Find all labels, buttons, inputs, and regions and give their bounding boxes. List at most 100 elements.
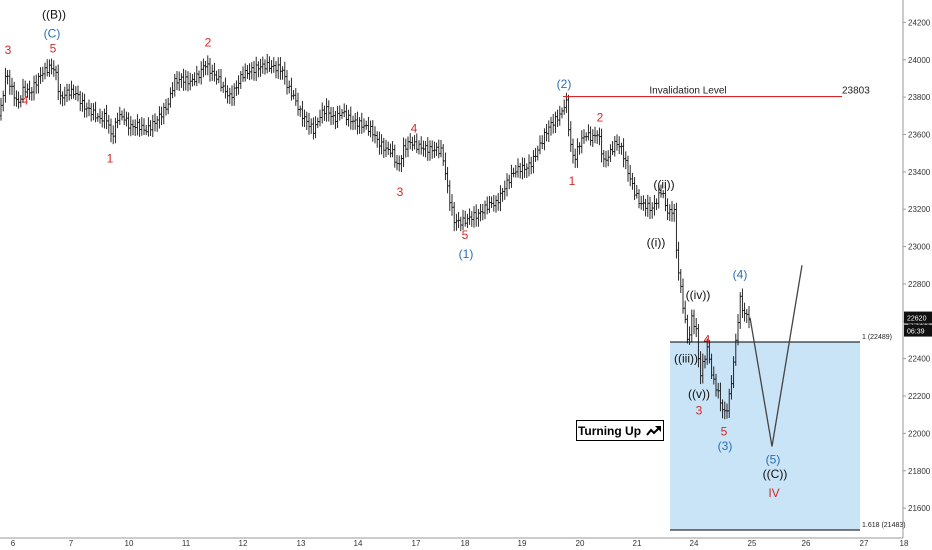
price-bar xyxy=(420,136,423,155)
x-tick-label: 21 xyxy=(633,539,642,548)
price-bar xyxy=(103,108,106,129)
price-bar xyxy=(197,70,201,84)
price-bar xyxy=(156,116,159,132)
arrow-up-right-icon xyxy=(646,425,662,436)
price-bar xyxy=(648,196,652,220)
price-bar xyxy=(433,141,436,158)
wave-label: 3 xyxy=(696,404,703,418)
price-bar xyxy=(4,67,7,103)
price-bar xyxy=(270,60,273,74)
price-bar xyxy=(272,57,275,73)
price-bar xyxy=(437,139,440,159)
price-bar xyxy=(565,92,568,113)
price-bar xyxy=(98,108,102,124)
price-bar xyxy=(494,195,498,213)
price-bar xyxy=(200,61,203,85)
price-bar xyxy=(497,193,500,211)
price-bar xyxy=(290,77,293,101)
price-bar xyxy=(371,120,374,142)
price-bar xyxy=(479,203,482,222)
price-bar xyxy=(151,114,154,138)
price-bar xyxy=(446,166,449,194)
price-bar xyxy=(747,305,751,329)
x-tick-label: 20 xyxy=(576,539,585,548)
price-bar xyxy=(653,194,656,216)
price-bar xyxy=(116,112,119,129)
price-bar xyxy=(149,120,152,137)
price-bar xyxy=(292,90,295,100)
price-bar xyxy=(57,64,60,101)
x-tick-label: 10 xyxy=(125,539,134,548)
price-bar xyxy=(510,164,513,188)
price-bar xyxy=(697,324,700,368)
price-bar xyxy=(46,59,49,77)
price-bar xyxy=(217,68,220,84)
y-tick-label: 23600 xyxy=(908,131,931,140)
price-bar xyxy=(303,109,306,128)
price-bar xyxy=(101,111,104,128)
time-tag-bg xyxy=(904,324,932,337)
price-bar xyxy=(268,56,271,73)
x-tick-label: 17 xyxy=(412,539,421,548)
price-bar xyxy=(356,111,359,135)
price-bar xyxy=(228,87,231,105)
price-axis: 24200 24000 23800 23600 23400 23200 23000 22800… xyxy=(902,0,932,538)
price-bar xyxy=(294,88,297,106)
price-bar xyxy=(74,86,77,101)
price-bar xyxy=(668,204,671,222)
price-bar xyxy=(327,100,330,122)
y-tick-label: 21600 xyxy=(908,504,931,513)
price-bar xyxy=(68,83,71,101)
price-bar xyxy=(406,136,410,158)
price-bar xyxy=(241,66,245,82)
price-bar xyxy=(255,56,258,82)
price-bar xyxy=(248,63,251,81)
price-bar xyxy=(633,177,636,201)
price-bar xyxy=(545,124,548,142)
x-tick-label: 11 xyxy=(182,539,191,548)
price-bar xyxy=(743,302,746,322)
price-bar xyxy=(450,194,454,216)
x-tick-label: 18 xyxy=(900,539,909,548)
wave-label: (4) xyxy=(733,267,748,281)
price-bar xyxy=(730,375,733,400)
invalidation-value: 23803 xyxy=(842,86,870,97)
price-bar xyxy=(470,211,473,227)
price-bar xyxy=(477,208,480,227)
wave-label: ((C)) xyxy=(763,467,788,481)
price-bar xyxy=(206,55,209,76)
price-bar xyxy=(321,102,324,124)
wave-label: (5) xyxy=(766,452,781,466)
price-bar xyxy=(191,74,194,87)
price-bar xyxy=(189,72,192,91)
price-bar xyxy=(266,53,269,74)
price-bar xyxy=(362,118,366,133)
price-bar xyxy=(307,112,311,135)
price-bar xyxy=(123,108,126,126)
price-bar xyxy=(525,163,528,179)
price-bar xyxy=(39,67,42,84)
price-bar xyxy=(63,86,66,106)
price-bar xyxy=(281,66,284,80)
price-bar xyxy=(325,98,328,122)
price-bar xyxy=(376,131,379,148)
price-bar xyxy=(567,94,570,137)
time-tag-label: 06:39 xyxy=(907,329,925,336)
price-bar xyxy=(532,150,535,174)
price-bar xyxy=(252,60,256,81)
wave-label: ((iv)) xyxy=(686,288,711,302)
price-tag-label: 22620 xyxy=(907,316,927,323)
price-bar xyxy=(404,138,407,158)
price-bar xyxy=(582,129,586,144)
wave-label: ((B)) xyxy=(42,8,66,22)
wave-label: ((ii)) xyxy=(653,178,674,192)
price-bar xyxy=(455,213,458,231)
price-bar xyxy=(351,115,355,131)
wave-label: ((iii)) xyxy=(674,351,698,365)
price-bar xyxy=(378,131,381,155)
price-bar xyxy=(426,137,429,161)
price-bar xyxy=(109,118,113,143)
price-bar xyxy=(560,107,564,119)
